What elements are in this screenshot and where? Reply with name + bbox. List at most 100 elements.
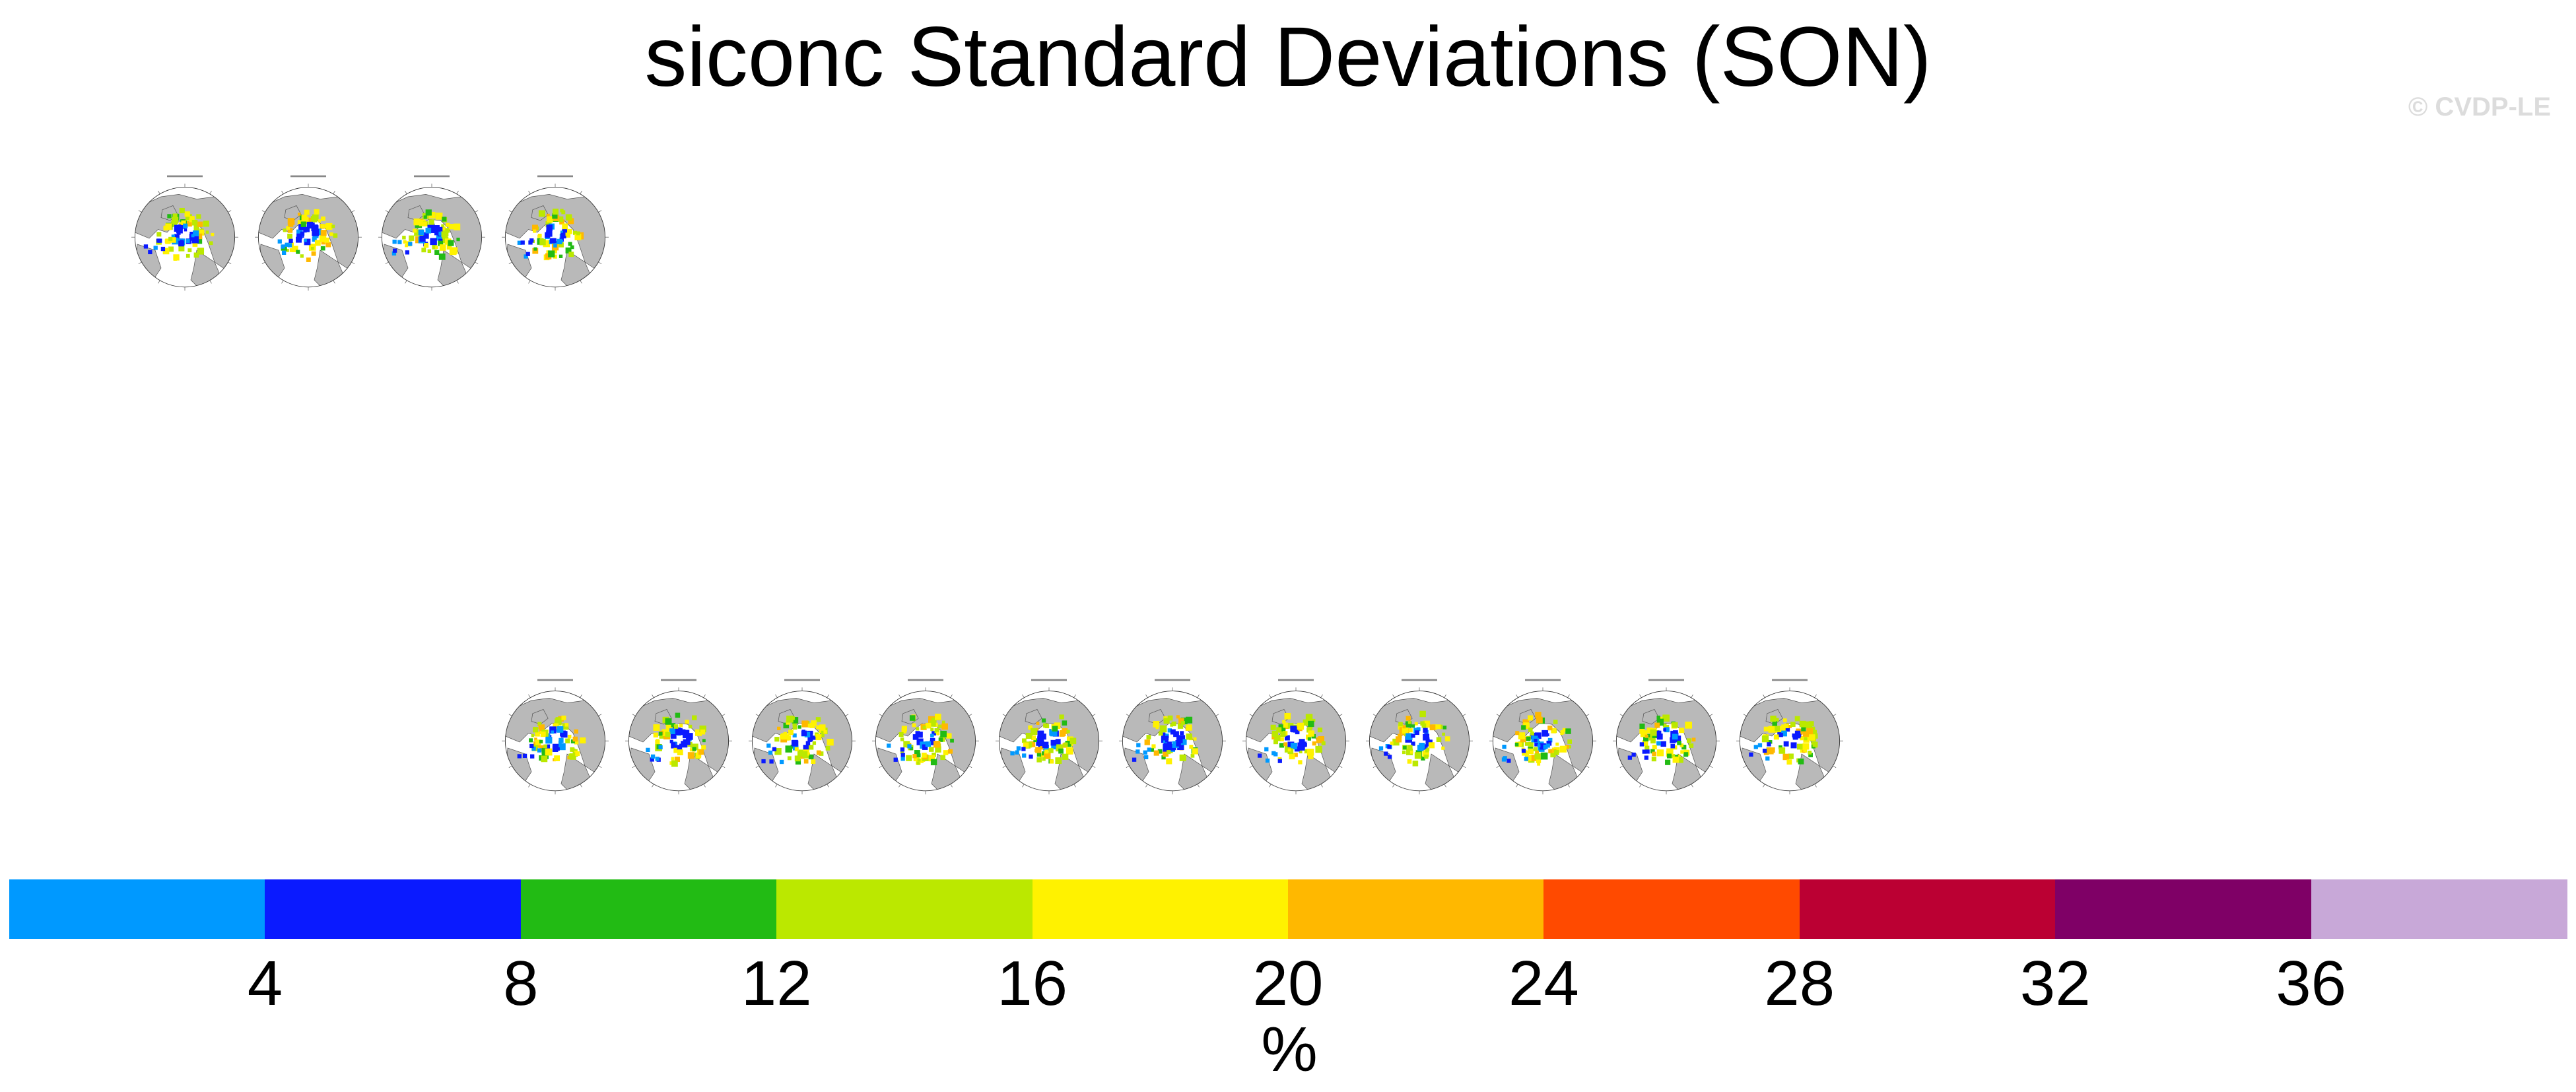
longitude-tick: [528, 784, 531, 788]
ice-cell: [1772, 721, 1777, 726]
ice-cell: [1522, 750, 1528, 756]
ice-cell: [1023, 742, 1029, 748]
ice-cell: [1029, 754, 1033, 759]
ice-cell: [922, 744, 928, 750]
panel-title-mark: [1525, 679, 1561, 681]
longitude-tick: [632, 765, 636, 768]
ice-cell: [1524, 751, 1530, 755]
ice-cell: [435, 213, 443, 220]
longitude-tick: [261, 210, 265, 213]
ice-cell: [162, 248, 170, 255]
ice-cell: [1524, 757, 1528, 761]
ice-cell: [430, 238, 437, 246]
ice-cell: [428, 221, 432, 224]
ice-cell: [1534, 741, 1540, 747]
ice-cell: [788, 730, 794, 735]
ice-cell: [517, 240, 522, 245]
ice-cell: [1753, 745, 1758, 749]
ice-cell: [689, 748, 694, 752]
ice-cell: [1166, 758, 1172, 765]
ice-cell: [546, 234, 550, 238]
ice-cell: [209, 241, 213, 246]
ice-cell: [893, 757, 898, 762]
ice-cell: [1533, 747, 1538, 751]
ice-cell: [1560, 732, 1564, 735]
longitude-tick: [1833, 714, 1837, 716]
ice-cell: [531, 746, 536, 751]
ice-cell: [1543, 744, 1548, 749]
map-panel: [1366, 679, 1473, 795]
ice-cell: [1298, 760, 1303, 765]
ice-cell: [804, 732, 811, 737]
ice-cell: [1161, 732, 1166, 737]
ice-cell: [1170, 729, 1176, 735]
ice-cell: [900, 747, 905, 752]
ice-cell: [1387, 755, 1392, 759]
ice-cell: [195, 237, 203, 244]
ice-cell: [1672, 722, 1678, 728]
ice-cell: [580, 737, 586, 744]
ice-cell: [197, 221, 203, 227]
ice-cell: [1790, 722, 1796, 727]
ice-cell: [314, 209, 320, 215]
ice-cell: [565, 214, 572, 221]
ice-cell: [1643, 735, 1649, 741]
colorbar-tick-label: 32: [2019, 948, 2091, 1019]
ice-cell: [405, 250, 410, 255]
ice-cell: [774, 737, 780, 742]
ice-cell: [405, 244, 408, 248]
ice-cell: [1042, 741, 1049, 749]
ice-cell: [1534, 732, 1542, 739]
ice-cell: [1408, 728, 1413, 733]
longitude-tick: [138, 210, 142, 213]
ice-cell: [1036, 752, 1042, 757]
ice-cell: [1065, 741, 1071, 747]
ice-cell: [1407, 745, 1413, 750]
ice-cell: [1803, 748, 1807, 753]
ice-cell: [1153, 750, 1159, 756]
ice-cell: [941, 720, 945, 724]
ice-cell: [699, 725, 706, 733]
colorbar-unit-label: %: [1261, 1014, 1318, 1085]
ice-cell: [546, 250, 550, 254]
ice-cell: [1412, 761, 1419, 767]
panel-title-mark: [290, 175, 326, 178]
ice-cell: [1033, 738, 1038, 743]
ice-cell: [1779, 747, 1786, 754]
ice-cell: [1308, 730, 1314, 737]
ice-cell: [1567, 745, 1571, 749]
ice-cell: [1681, 745, 1687, 750]
ice-cell: [1398, 722, 1403, 727]
ice-cell: [1390, 741, 1394, 745]
ice-cell: [572, 736, 578, 742]
ice-cell: [1551, 728, 1557, 734]
ice-cell: [797, 725, 801, 729]
ice-cell: [301, 215, 308, 221]
ice-cell: [312, 214, 319, 221]
ice-cell: [792, 717, 799, 724]
ice-cell: [438, 231, 443, 236]
ice-cell: [912, 754, 917, 759]
ice-cell: [936, 732, 940, 735]
longitude-tick: [1691, 784, 1693, 788]
ice-cell: [1395, 736, 1402, 743]
ice-cell: [1785, 727, 1790, 732]
ice-cell: [329, 232, 333, 236]
ice-cell: [1044, 749, 1049, 754]
ice-cell: [156, 232, 162, 237]
ice-cell: [932, 752, 936, 757]
ice-cell: [1308, 753, 1314, 759]
ice-cell: [1307, 724, 1313, 730]
ice-cell: [287, 218, 295, 225]
ice-cell: [1153, 720, 1160, 728]
ice-cell: [677, 749, 683, 756]
ice-cell: [422, 232, 429, 239]
ice-cell: [555, 718, 562, 726]
ice-cell: [941, 723, 948, 730]
ice-cell: [311, 251, 316, 256]
ice-cell: [1048, 748, 1054, 753]
ice-cell: [438, 240, 444, 246]
longitude-tick: [1320, 694, 1323, 698]
ice-cell: [790, 744, 795, 749]
ice-cell: [1804, 737, 1808, 741]
